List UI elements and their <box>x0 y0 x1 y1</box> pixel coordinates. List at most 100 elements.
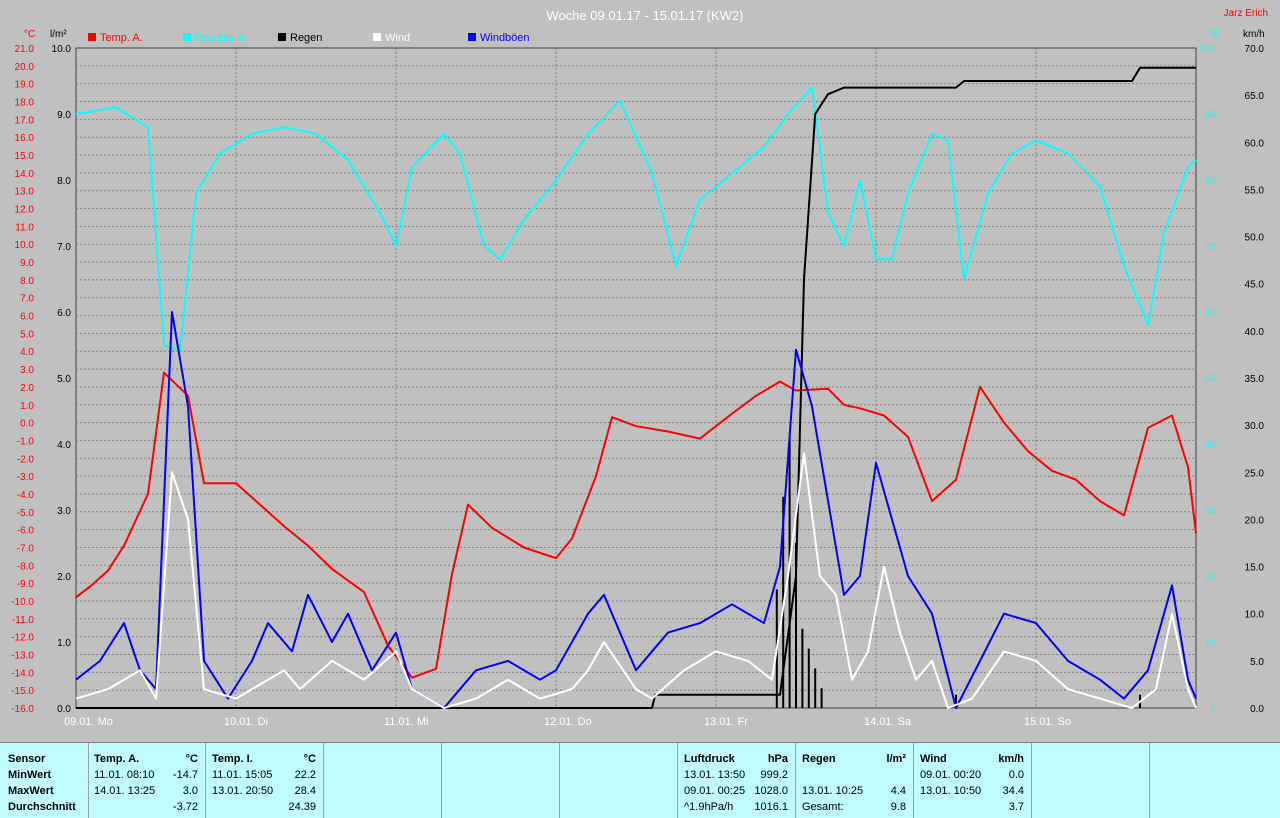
temp-tick-label: 1.0 <box>20 401 34 412</box>
wind-tick-label: 35.0 <box>1245 374 1265 385</box>
credit: Jarz Erich <box>1224 8 1268 19</box>
rain-tick-label: 1.0 <box>57 638 71 649</box>
rain-tick-label: 8.0 <box>57 176 71 187</box>
wind-max-time: 13.01. 10:50 <box>920 785 982 797</box>
wind-min-time: 09.01. 00:20 <box>920 769 982 781</box>
legend-swatch-temp <box>88 33 96 41</box>
legend-swatch-rain <box>278 33 286 41</box>
rain-title: Regen <box>802 753 836 765</box>
wind-tick-label: 15.0 <box>1245 563 1265 574</box>
temp-tick-label: -10.0 <box>11 597 34 608</box>
wind-tick-label: 50.0 <box>1245 233 1265 244</box>
temp-tick-label: 2.0 <box>20 383 34 394</box>
wind-unit: km/h <box>998 753 1024 765</box>
temp-tick-label: 14.0 <box>15 169 35 180</box>
temp-tick-label: 16.0 <box>15 133 35 144</box>
rain-total-val: 9.8 <box>890 801 906 813</box>
temp-tick-label: 17.0 <box>15 115 35 126</box>
legend-swatch-wind <box>373 33 381 41</box>
temp-a-min-val: -14.7 <box>172 769 198 781</box>
humidity-axis-unit: % <box>1210 29 1219 40</box>
wind-max-val: 34.4 <box>1002 785 1024 797</box>
temp-tick-label: 13.0 <box>15 187 35 198</box>
rain-tick-label: 5.0 <box>57 374 71 385</box>
sensor-header: Sensor <box>8 753 46 765</box>
temp-tick-label: -11.0 <box>12 615 34 626</box>
temp-a-max-val: 3.0 <box>182 785 198 797</box>
rain-max-val: 4.4 <box>890 785 906 797</box>
wind-min-val: 0.0 <box>1008 769 1024 781</box>
rain-tick-label: 6.0 <box>57 308 71 319</box>
pressure-trend-val: 1016.1 <box>754 801 788 813</box>
temp-tick-label: -13.0 <box>11 650 34 661</box>
series-line-wind-4 <box>75 311 1197 709</box>
temp-tick-label: -9.0 <box>17 579 35 590</box>
temp-i-max-time: 13.01. 20:50 <box>212 785 274 797</box>
rain-tick-label: 2.0 <box>57 572 71 583</box>
temp-i-avg: 24.39 <box>288 801 316 813</box>
temp-tick-label: 18.0 <box>15 98 35 109</box>
humidity-tick-label: 100 <box>1199 44 1216 55</box>
temp-tick-label: 7.0 <box>20 294 34 305</box>
temp-i-title: Temp. I. <box>212 753 253 765</box>
temp-tick-label: 6.0 <box>20 312 34 323</box>
humidity-tick-label: 40 <box>1205 440 1217 451</box>
wind-tick-label: 0.0 <box>1250 704 1264 715</box>
series-line-rain-2 <box>76 66 1196 709</box>
rain-tick-label: 10.0 <box>52 44 72 55</box>
wind-tick-label: 5.0 <box>1250 657 1264 668</box>
humidity-tick-label: 30 <box>1205 506 1217 517</box>
temp-tick-label: 19.0 <box>15 80 35 91</box>
temp-tick-label: 21.0 <box>15 44 35 55</box>
temp-tick-label: 4.0 <box>20 347 34 358</box>
row-label-max: MaxWert <box>8 785 54 797</box>
temp-a-avg: -3.72 <box>172 801 198 813</box>
humidity-tick-label: 10 <box>1205 638 1217 649</box>
wind-title: Wind <box>920 753 947 765</box>
temp-tick-label: 0.0 <box>20 419 34 430</box>
legend-swatch-gusts <box>468 33 476 41</box>
rain-unit: l/m² <box>886 753 906 765</box>
humidity-tick-label: 90 <box>1205 110 1217 121</box>
wind-axis-unit: km/h <box>1243 29 1265 40</box>
legend-swatch-humidity <box>183 33 191 41</box>
x-tick-label: 14.01. Sa <box>864 716 912 728</box>
rain-tick-label: 3.0 <box>57 506 71 517</box>
humidity-tick-label: 60 <box>1205 308 1217 319</box>
temp-i-unit: °C <box>303 753 316 765</box>
x-tick-label: 10.01. Di <box>224 716 268 728</box>
x-tick-label: 13.01. Fr <box>704 716 748 728</box>
wind-tick-label: 70.0 <box>1245 44 1265 55</box>
temp-i-min-val: 22.2 <box>294 769 316 781</box>
temp-tick-label: 11.0 <box>15 222 34 233</box>
legend-label-wind: Wind <box>385 32 410 44</box>
x-tick-label: 15.01. So <box>1024 716 1071 728</box>
temp-tick-label: 5.0 <box>20 329 34 340</box>
series-line-temp-0 <box>75 371 1197 679</box>
temp-axis-unit: °C <box>24 29 35 40</box>
rain-max-time: 13.01. 10:25 <box>802 785 864 797</box>
rain-axis-unit: l/m² <box>50 29 67 40</box>
temp-tick-label: -2.0 <box>17 454 35 465</box>
wind-tick-label: 30.0 <box>1245 421 1265 432</box>
x-tick-label: 12.01. Do <box>544 716 592 728</box>
legend-label-rain: Regen <box>290 32 322 44</box>
legend-label-temp: Temp. A. <box>100 32 143 44</box>
chart-title: Woche 09.01.17 - 15.01.17 (KW2) <box>546 8 743 23</box>
pressure-title: Luftdruck <box>684 753 735 765</box>
temp-tick-label: 12.0 <box>15 205 35 216</box>
temp-tick-label: 20.0 <box>15 62 35 73</box>
pressure-trend: ^1.9hPa/h <box>684 801 734 813</box>
wind-tick-label: 65.0 <box>1245 91 1265 102</box>
x-tick-label: 09.01. Mo <box>64 716 113 728</box>
temp-tick-label: 3.0 <box>20 365 34 376</box>
wind-tick-label: 20.0 <box>1245 515 1265 526</box>
temp-tick-label: -12.0 <box>11 633 34 644</box>
temp-a-title: Temp. A. <box>94 753 140 765</box>
rain-total-label: Gesamt: <box>802 801 844 813</box>
temp-tick-label: -1.0 <box>17 436 35 447</box>
summary-panel: Sensor MinWert MaxWert Durchschnitt Temp… <box>0 742 1280 818</box>
temp-tick-label: -5.0 <box>17 508 35 519</box>
wind-avg: 3.7 <box>1008 801 1024 813</box>
wind-tick-label: 10.0 <box>1245 610 1265 621</box>
